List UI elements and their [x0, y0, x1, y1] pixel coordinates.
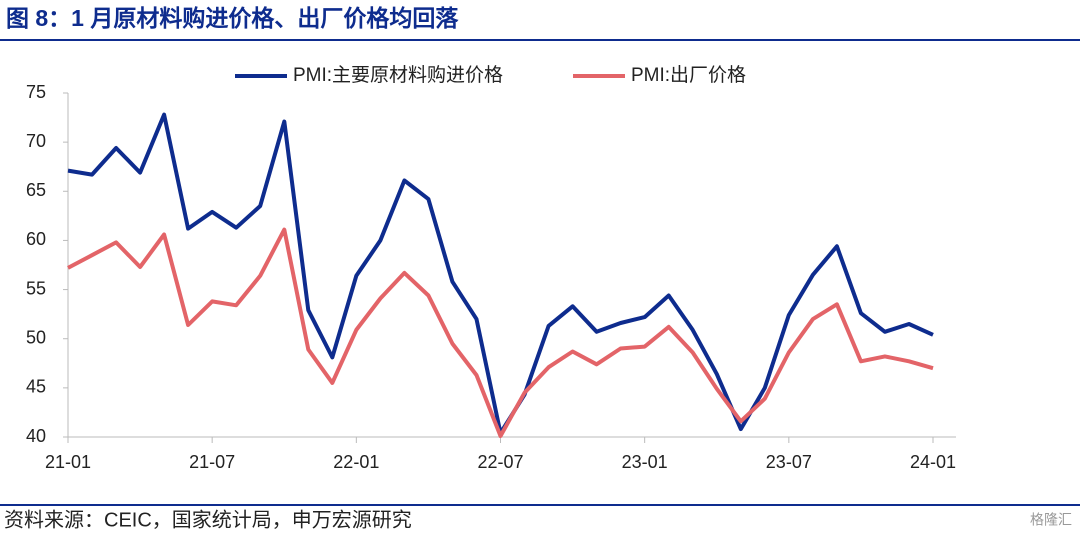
y-tick-label: 55	[26, 278, 46, 298]
y-tick-label: 50	[26, 327, 46, 347]
legend-label: PMI:主要原材料购进价格	[293, 64, 503, 86]
series-line	[67, 112, 934, 436]
chart-title: 图 8：1 月原材料购进价格、出厂价格均回落	[6, 5, 459, 31]
y-tick-label: 70	[26, 131, 46, 151]
y-tick-label: 65	[26, 180, 46, 200]
y-tick-label: 40	[26, 426, 46, 446]
x-tick-label: 23-01	[622, 452, 668, 472]
x-tick-label: 23-07	[766, 452, 812, 472]
x-tick-label: 21-07	[189, 452, 235, 472]
series-line	[67, 227, 934, 438]
y-tick-label: 75	[26, 82, 46, 102]
watermark: 格隆汇	[1030, 512, 1072, 528]
x-tick-label: 24-01	[910, 452, 956, 472]
y-tick-label: 60	[26, 229, 46, 249]
x-tick-label: 22-07	[477, 452, 523, 472]
x-tick-label: 22-01	[333, 452, 379, 472]
legend-label: PMI:出厂价格	[631, 64, 746, 86]
source: 资料来源：CEIC，国家统计局，申万宏源研究	[4, 508, 412, 531]
x-tick-label: 21-01	[45, 452, 91, 472]
y-tick-label: 45	[26, 377, 46, 397]
